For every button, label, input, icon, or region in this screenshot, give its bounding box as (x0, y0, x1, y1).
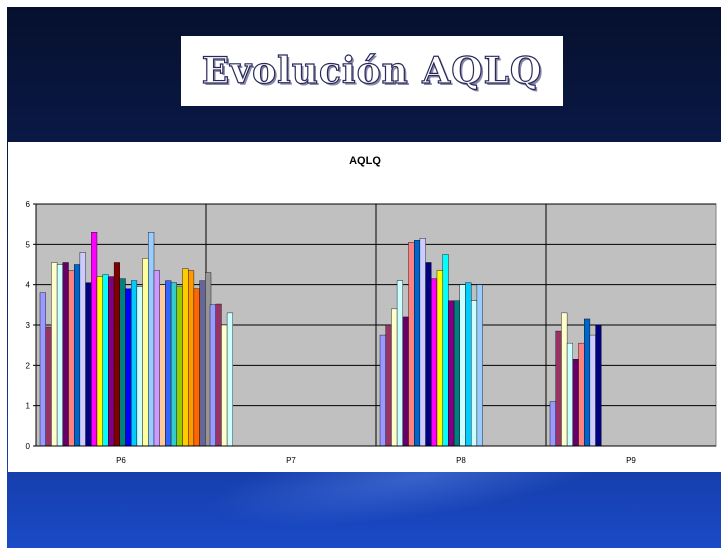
bar (448, 300, 455, 447)
bar (159, 284, 166, 447)
bar (385, 324, 392, 447)
bars (39, 232, 602, 447)
y-tick-label: 2 (26, 361, 31, 370)
bar (471, 300, 478, 447)
bar (51, 262, 58, 447)
y-tick-label: 4 (26, 281, 31, 290)
bar (182, 268, 189, 447)
bar (148, 232, 155, 447)
aqlq-chart: AQLQ 0 1 2 3 4 5 6 P6 P7 P8 P9 (26, 155, 717, 465)
bar (170, 282, 178, 447)
bar (396, 280, 404, 447)
bar (549, 401, 556, 447)
x-tick-label: P8 (456, 456, 466, 465)
y-tick-label: 5 (26, 240, 31, 249)
bar (408, 242, 415, 447)
bar (45, 326, 52, 447)
bar (226, 312, 234, 447)
bar (453, 300, 461, 447)
bar (595, 324, 602, 447)
bar (108, 276, 115, 447)
bar (165, 280, 172, 447)
bar (379, 334, 386, 447)
bar (119, 278, 126, 447)
bar (425, 262, 432, 447)
bar (73, 264, 81, 447)
y-tick-label: 0 (26, 442, 31, 451)
bar (79, 252, 86, 447)
bar (91, 232, 98, 447)
bar (215, 303, 222, 447)
title-box: Evolución AQLQ (181, 36, 563, 106)
bar (459, 284, 466, 447)
chart-panel: AQLQ 0 1 2 3 4 5 6 P6 P7 P8 P9 (8, 142, 721, 472)
bar (96, 276, 103, 447)
bar (431, 278, 438, 447)
bar (572, 359, 579, 447)
bar (414, 240, 421, 447)
bar (566, 342, 573, 447)
bar (221, 324, 228, 447)
bar (561, 312, 568, 447)
x-axis-ticks: P6 P7 P8 P9 (116, 456, 636, 465)
bar (136, 286, 143, 447)
bar (130, 280, 138, 447)
bar (419, 238, 426, 447)
bar (153, 270, 160, 447)
bar (39, 292, 46, 447)
bar (113, 262, 120, 447)
bar (176, 286, 183, 447)
bar (589, 334, 596, 447)
x-tick-label: P7 (286, 456, 296, 465)
y-tick-label: 6 (26, 200, 31, 209)
bar (199, 280, 206, 447)
bar (476, 284, 483, 447)
bar (436, 270, 443, 447)
chart-title: AQLQ (349, 155, 381, 167)
bar (56, 264, 63, 447)
bar (102, 274, 109, 447)
bar (62, 262, 69, 447)
bar (187, 270, 195, 447)
bar (68, 270, 75, 447)
slide-title: Evolución AQLQ (201, 49, 543, 92)
bar (555, 330, 562, 447)
y-tick-label: 3 (26, 321, 31, 330)
bar (85, 282, 92, 447)
bar (465, 282, 472, 447)
bar (209, 304, 216, 447)
bar (142, 258, 149, 447)
bar (442, 254, 449, 447)
bar (125, 288, 132, 447)
x-tick-label: P9 (626, 456, 636, 465)
bar (578, 342, 585, 447)
bar (402, 316, 409, 447)
slide-background: Evolución AQLQ AQLQ 0 1 2 3 4 5 6 P6 P7 P8 P9 (7, 7, 721, 548)
y-axis-ticks: 0 1 2 3 4 5 6 (26, 200, 36, 451)
x-tick-label: P6 (116, 456, 126, 465)
bar (193, 288, 200, 447)
bar (584, 318, 591, 447)
bar (391, 308, 398, 447)
y-tick-label: 1 (26, 402, 31, 411)
